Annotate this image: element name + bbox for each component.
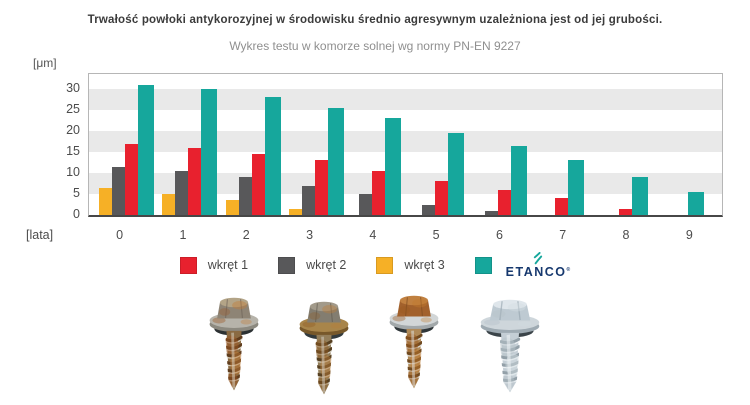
bar-group-year-1 bbox=[158, 74, 221, 215]
legend-label-wkret-2: wkręt 2 bbox=[306, 258, 347, 273]
bar-group-year-2 bbox=[222, 74, 285, 215]
screw-photo-corroded-heavy bbox=[209, 297, 259, 391]
bar-wkret-1-year-2 bbox=[251, 154, 265, 215]
legend-swatch-etanco bbox=[474, 256, 492, 274]
y-tick-25: 25 bbox=[66, 102, 80, 116]
legend: wkręt 1 wkręt 2 wkręt 3 ETANCO® bbox=[0, 252, 750, 279]
bar-wkret-3-year-2 bbox=[225, 200, 239, 215]
bar-etanco-year-7 bbox=[568, 160, 585, 215]
bar-group-year-8 bbox=[601, 74, 664, 215]
bar-etanco-year-5 bbox=[448, 133, 465, 215]
legend-label-wkret-3: wkręt 3 bbox=[404, 258, 445, 273]
screw-photo-corroded-medium-heavy bbox=[299, 301, 349, 395]
bar-group-year-5 bbox=[411, 74, 474, 215]
bar-wkret-2-year-5 bbox=[422, 204, 436, 215]
x-axis-unit-label: [lata] bbox=[26, 228, 54, 242]
screw-photo-corroded-head bbox=[389, 295, 439, 389]
etanco-logo: ETANCO® bbox=[505, 252, 571, 279]
x-tick-4: 4 bbox=[369, 228, 377, 242]
bar-wkret-2-year-4 bbox=[358, 194, 372, 215]
plot-area bbox=[88, 73, 723, 217]
bar-etanco-year-3 bbox=[328, 107, 345, 215]
legend-item-wkret-1: wkręt 1 bbox=[179, 256, 249, 274]
x-tick-9: 9 bbox=[685, 228, 693, 242]
bar-wkret-2-year-1 bbox=[175, 170, 189, 215]
y-axis-unit-label: [μm] bbox=[33, 56, 57, 70]
x-tick-5: 5 bbox=[432, 228, 440, 242]
bar-etanco-year-9 bbox=[688, 191, 705, 215]
bar-etanco-year-8 bbox=[631, 177, 648, 215]
y-tick-5: 5 bbox=[73, 186, 80, 200]
bar-wkret-3-year-0 bbox=[99, 187, 113, 215]
bar-wkret-2-year-2 bbox=[238, 177, 252, 215]
bar-wkret-2-year-0 bbox=[112, 166, 126, 215]
bar-etanco-year-2 bbox=[264, 97, 281, 215]
y-tick-15: 15 bbox=[66, 144, 80, 158]
legend-swatch-wkret-2 bbox=[278, 256, 296, 274]
bar-wkret-2-year-3 bbox=[302, 185, 316, 215]
bar-wkret-1-year-7 bbox=[555, 198, 569, 215]
y-tick-20: 20 bbox=[66, 123, 80, 137]
y-tick-0: 0 bbox=[73, 207, 80, 221]
bar-group-year-9 bbox=[665, 74, 728, 215]
bar-wkret-1-year-0 bbox=[125, 143, 139, 215]
bar-wkret-3-year-1 bbox=[162, 194, 176, 215]
bar-group-year-7 bbox=[538, 74, 601, 215]
bar-wkret-3-year-3 bbox=[289, 208, 303, 215]
bar-wkret-1-year-1 bbox=[188, 147, 202, 215]
etanco-bolt-icon bbox=[533, 252, 543, 265]
chart-title: Trwałość powłoki antykorozyjnej w środow… bbox=[87, 14, 663, 26]
y-tick-10: 10 bbox=[66, 165, 80, 179]
y-axis-ticks: 30 25 20 15 10 5 0 bbox=[30, 73, 80, 221]
legend-swatch-wkret-3 bbox=[376, 256, 394, 274]
bar-wkret-1-year-6 bbox=[498, 189, 512, 215]
screw-photo-clean-zinc bbox=[480, 299, 540, 393]
bar-wkret-1-year-4 bbox=[371, 170, 385, 215]
x-tick-7: 7 bbox=[559, 228, 567, 242]
bar-wkret-1-year-5 bbox=[435, 181, 449, 215]
legend-item-etanco: ETANCO® bbox=[474, 252, 571, 279]
screw-photos bbox=[0, 289, 750, 401]
x-tick-1: 1 bbox=[179, 228, 187, 242]
etanco-wordmark: ETANCO® bbox=[505, 265, 571, 279]
legend-swatch-wkret-1 bbox=[179, 256, 197, 274]
bar-etanco-year-1 bbox=[201, 89, 218, 215]
legend-item-wkret-2: wkręt 2 bbox=[278, 256, 347, 274]
bar-groups bbox=[89, 74, 722, 215]
x-tick-3: 3 bbox=[306, 228, 314, 242]
x-tick-6: 6 bbox=[495, 228, 503, 242]
x-tick-2: 2 bbox=[242, 228, 250, 242]
legend-label-wkret-1: wkręt 1 bbox=[207, 258, 249, 273]
bar-etanco-year-4 bbox=[384, 118, 401, 215]
x-tick-0: 0 bbox=[116, 228, 124, 242]
y-tick-30: 30 bbox=[66, 81, 80, 95]
bar-group-year-4 bbox=[348, 74, 411, 215]
bar-group-year-3 bbox=[285, 74, 348, 215]
bar-etanco-year-6 bbox=[511, 145, 528, 215]
legend-item-wkret-3: wkręt 3 bbox=[376, 256, 445, 274]
bar-group-year-6 bbox=[475, 74, 538, 215]
bar-etanco-year-0 bbox=[138, 84, 155, 215]
bar-group-year-0 bbox=[95, 74, 158, 215]
bar-wkret-1-year-8 bbox=[618, 208, 632, 215]
x-tick-8: 8 bbox=[622, 228, 630, 242]
bar-wkret-2-year-6 bbox=[485, 210, 499, 215]
x-axis-ticks: 0 1 2 3 4 5 6 7 8 9 bbox=[88, 228, 721, 242]
bar-wkret-1-year-3 bbox=[315, 160, 329, 215]
chart-subtitle: Wykres testu w komorze solnej wg normy P… bbox=[229, 39, 521, 53]
